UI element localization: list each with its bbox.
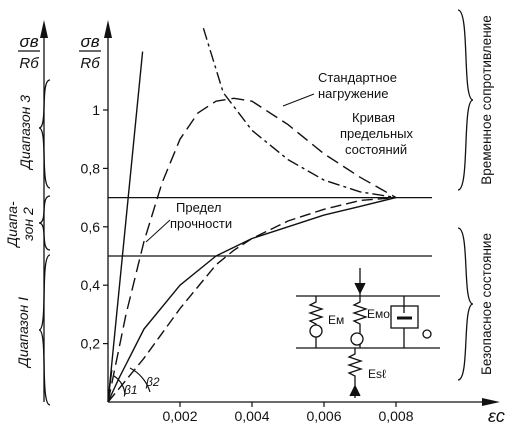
y-axis-label-num: σв <box>80 32 99 51</box>
range-axis-arrow <box>40 20 48 38</box>
limit-curve-label-line2: предельных <box>340 126 413 141</box>
elastic-line <box>107 51 144 403</box>
model-top-arrow <box>354 282 366 295</box>
range-axis: σв Rб Диапазон 3 Диапа- зон 2 Диапазон I <box>4 20 51 406</box>
range-axis-label-num: σв <box>19 32 38 51</box>
range-1-bracket <box>38 254 51 406</box>
model-bottom-arrow <box>349 384 361 397</box>
standard-loading-leader <box>282 93 315 107</box>
angle-label-b1: β1 <box>123 383 138 397</box>
standard-loading-curve <box>107 97 397 403</box>
temporary-resistance-bracket <box>457 9 474 191</box>
right-brackets: Временное сопротивление Безопасное состо… <box>457 9 494 381</box>
y-tick-label: 0,8 <box>81 160 101 176</box>
model-label-emo: Eмо <box>367 307 390 321</box>
rheological-model: Eм Eмо Esℓ <box>296 268 440 398</box>
limit-curve-label-line1: Кривая <box>352 110 395 125</box>
range-2-label-line1: Диапа- <box>4 201 20 249</box>
angle-ray-b1 <box>107 369 113 403</box>
spring-em <box>307 296 325 348</box>
second-loading-curve <box>107 196 397 403</box>
y-axis-label-den: Rб <box>80 55 100 72</box>
y-tick-label: 0,2 <box>81 336 101 352</box>
x-tick-label: 0,008 <box>378 408 413 424</box>
y-axis-arrow <box>104 20 112 38</box>
y-tick-label: 0,6 <box>81 219 101 235</box>
dashpot <box>390 296 432 348</box>
range-3-bracket <box>38 79 51 189</box>
x-tick-label: 0,004 <box>234 408 269 424</box>
angle-label-b2: β2 <box>145 375 160 389</box>
safe-state-bracket <box>457 227 474 381</box>
angle-arc-b2 <box>129 367 151 393</box>
x-tick-label: 0,006 <box>306 408 341 424</box>
limit-curve-label-line3: состояний <box>345 142 407 157</box>
spring-emo-joint <box>350 332 364 346</box>
model-label-esl: Esℓ <box>368 367 386 381</box>
spring-em-joint <box>309 324 323 338</box>
range-axis-label-den: Rб <box>19 55 39 72</box>
standard-loading-label-line1: Стандартное <box>318 70 397 85</box>
range-2-bracket <box>38 195 51 251</box>
spring-emo <box>350 296 369 348</box>
temporary-resistance-label: Временное сопротивление <box>479 15 494 184</box>
range-1-label: Диапазон I <box>15 297 31 369</box>
x-axis-label: εc <box>488 406 505 426</box>
strength-limit-label-line1: Предел <box>176 200 222 215</box>
safe-state-label: Безопасное состояние <box>479 233 494 375</box>
x-axis-arrow <box>482 398 500 406</box>
spring-esl <box>346 348 364 384</box>
main-axes: σв Rб εc 0,20,40,60,81 0,002 0,004 0,006 0,… <box>79 20 505 426</box>
strength-limit-curve <box>107 196 397 403</box>
limit-states-curve <box>202 27 397 199</box>
strength-limit-leader <box>145 219 171 243</box>
y-tick-label: 1 <box>92 102 100 118</box>
angle-markers: β1 β2 <box>107 367 160 403</box>
standard-loading-label-line2: нагружение <box>318 86 388 101</box>
model-label-em: Eм <box>328 313 344 327</box>
curves <box>107 27 397 403</box>
angle-arc-b1 <box>113 375 126 396</box>
curve-annotations: Стандартное нагружение Кривая предельных… <box>145 70 413 243</box>
y-tick-label: 0,4 <box>81 277 101 293</box>
limit-lines <box>108 196 432 257</box>
y-tick-group: 0,2 0,4 0,6 0,8 1 <box>81 102 108 352</box>
x-tick-label: 0,002 <box>162 408 197 424</box>
range-3-label: Диапазон 3 <box>17 95 33 171</box>
strength-limit-label-line2: прочности <box>170 216 232 231</box>
range-2-label-line2: зон 2 <box>20 207 36 242</box>
x-tick-group: 0,002 0,004 0,006 0,008 <box>162 402 414 424</box>
